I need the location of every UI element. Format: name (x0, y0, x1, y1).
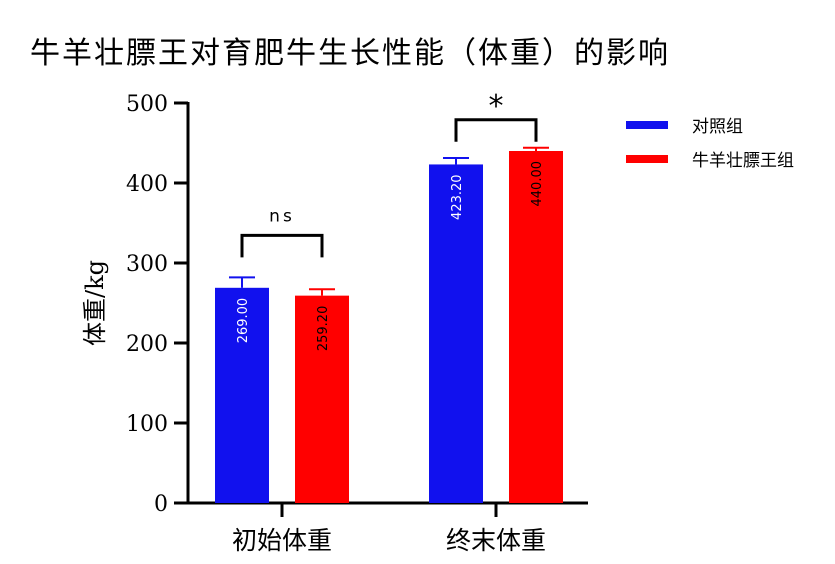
y-tick-label: 400 (126, 172, 168, 197)
bar (295, 295, 349, 503)
x-tick-label: 终末体重 (446, 526, 546, 555)
legend-label: 对照组 (692, 117, 743, 137)
axes: 0 100 200 300 400 500 体重/kg 初始体重 终末体重 (81, 92, 588, 555)
y-tick-label: 100 (126, 412, 168, 437)
bar (215, 287, 269, 503)
legend-label: 牛羊壮膘王组 (692, 151, 794, 171)
bar (509, 151, 563, 503)
significance-bracket (454, 118, 538, 142)
y-tick-label: 300 (126, 252, 168, 277)
x-tick-label: 初始体重 (232, 526, 332, 555)
data-label: 259.20 (316, 306, 331, 352)
chart-title: 牛羊壮膘王对育肥牛生长性能（体重）的影响 (30, 36, 670, 71)
bar (429, 164, 483, 503)
y-axis-label: 体重/kg (81, 260, 109, 346)
significance-label: * (489, 89, 504, 124)
significance-label: ns (269, 206, 295, 226)
significance-bracket (240, 233, 324, 258)
data-label: 423.20 (450, 174, 465, 220)
legend-swatch (626, 155, 668, 163)
data-label: 440.00 (530, 161, 545, 207)
legend-swatch (626, 121, 668, 129)
bars: 269.00 259.20 ns 423.20 440.00 * (215, 89, 563, 503)
y-tick-label: 500 (126, 92, 168, 117)
y-tick-label: 0 (154, 492, 168, 517)
y-tick-label: 200 (126, 332, 168, 357)
data-label: 269.00 (236, 298, 251, 344)
